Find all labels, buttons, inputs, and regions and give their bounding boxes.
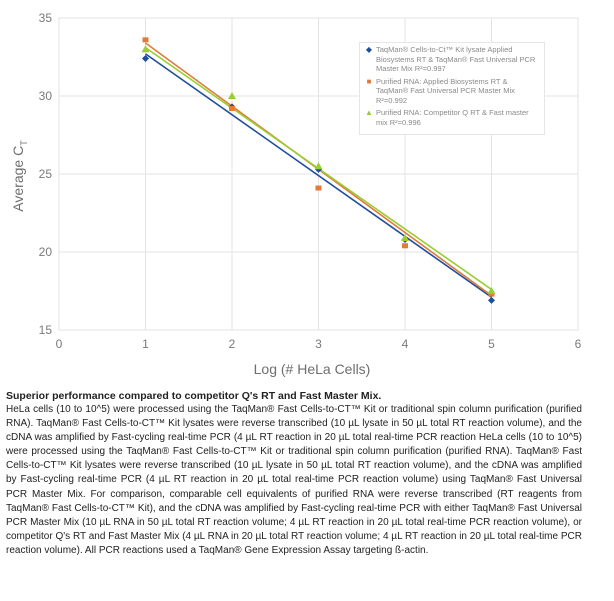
- data-point-triangle: [228, 92, 236, 99]
- figure-caption: Superior performance compared to competi…: [6, 389, 582, 558]
- x-tick-label: 5: [488, 337, 495, 351]
- data-point-triangle: [314, 162, 323, 170]
- caption-title: Superior performance compared to competi…: [6, 390, 382, 402]
- data-point-triangle: [141, 45, 150, 53]
- square-marker-icon: ■: [366, 76, 372, 86]
- y-axis-label: Average CT: [10, 140, 29, 212]
- data-point-triangle: [487, 287, 496, 294]
- data-point-square: [229, 105, 235, 111]
- chart-legend: ◆ TaqMan® Cells-to-Ct™ Kit lysate Applie…: [359, 42, 545, 135]
- x-axis-label: Log (# HeLa Cells): [254, 361, 371, 377]
- grid-lines: [58, 17, 579, 331]
- trend-line: [145, 53, 492, 298]
- x-tick-label: 1: [142, 337, 149, 351]
- caption-body: HeLa cells (10 to 10^5) were processed u…: [6, 404, 582, 556]
- legend-entry-competitor-q: ▲ Purified RNA: Competitor Q RT & Fast m…: [364, 108, 540, 127]
- x-tick-label: 3: [315, 337, 322, 351]
- tick-labels: 0 1 2 3 4 5 6 15 20 25 30 35: [39, 11, 582, 351]
- data-point-square: [315, 185, 322, 191]
- x-tick-label: 4: [402, 337, 409, 351]
- y-tick-label: 15: [39, 323, 53, 337]
- triangle-marker-icon: ▲: [365, 108, 373, 117]
- data-point-triangle: [401, 233, 409, 241]
- chart-figure: 0 1 2 3 4 5 6 15 20 25 30 35 Log (# HeLa Cells) Ave…: [10, 11, 582, 377]
- legend-label: Purified RNA: Applied Biosystems RT & Ta…: [376, 76, 515, 105]
- legend-entry-purified-rna-ab: ■ Purified RNA: Applied Biosystems RT & …: [364, 77, 540, 106]
- legend-label: Purified RNA: Competitor Q RT & Fast mas…: [376, 108, 529, 127]
- x-tick-label: 2: [229, 337, 236, 351]
- data-points: [141, 37, 496, 304]
- data-point-diamond: [142, 55, 149, 63]
- diamond-marker-icon: ◆: [365, 45, 373, 54]
- y-tick-label: 20: [39, 245, 53, 259]
- data-point-square: [488, 291, 495, 297]
- data-point-square: [402, 243, 408, 249]
- y-tick-label: 30: [39, 89, 53, 103]
- y-tick-label: 35: [39, 11, 53, 25]
- y-tick-label: 25: [39, 167, 53, 181]
- y-axis-label-main: Average C: [10, 146, 26, 212]
- legend-label: TaqMan® Cells-to-Ct™ Kit lysate Applied …: [376, 45, 536, 73]
- data-point-diamond: [488, 296, 495, 304]
- data-point-square: [142, 37, 149, 43]
- y-axis-label-subscript: T: [19, 140, 29, 146]
- x-tick-label: 0: [56, 337, 63, 351]
- legend-entry-cells-to-ct: ◆ TaqMan® Cells-to-Ct™ Kit lysate Applie…: [364, 45, 540, 74]
- x-tick-label: 6: [575, 337, 582, 351]
